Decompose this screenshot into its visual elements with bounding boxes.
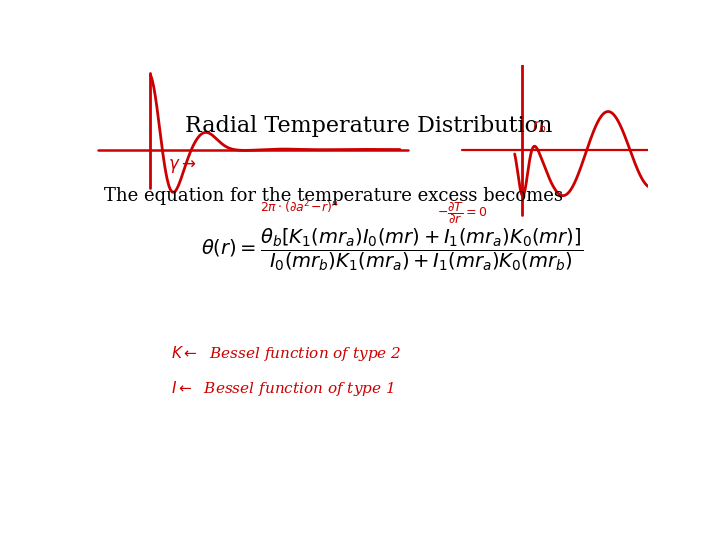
Text: $K \leftarrow$  Bessel function of type 2: $K \leftarrow$ Bessel function of type 2 (171, 344, 402, 363)
Text: Radial Temperature Distribution: Radial Temperature Distribution (185, 116, 553, 137)
Text: $I \leftarrow$  Bessel function of type 1: $I \leftarrow$ Bessel function of type 1 (171, 379, 395, 397)
Text: $\theta(r) = \dfrac{\theta_b[K_1(mr_a)I_0(mr) + I_1(mr_a)K_0(mr)]}{I_0(mr_b)K_1(: $\theta(r) = \dfrac{\theta_b[K_1(mr_a)I_… (201, 226, 583, 273)
Text: $\mathit{r}_b$: $\mathit{r}_b$ (532, 118, 546, 135)
Text: $\gamma \rightarrow$: $\gamma \rightarrow$ (168, 158, 196, 176)
Text: $-\dfrac{\partial T}{\partial r}=0$: $-\dfrac{\partial T}{\partial r}=0$ (437, 200, 487, 226)
Text: $2\pi\cdot(\partial a^2\!-\!r)^n$: $2\pi\cdot(\partial a^2\!-\!r)^n$ (260, 198, 338, 216)
Text: The equation for the temperature excess becomes: The equation for the temperature excess … (104, 187, 563, 205)
